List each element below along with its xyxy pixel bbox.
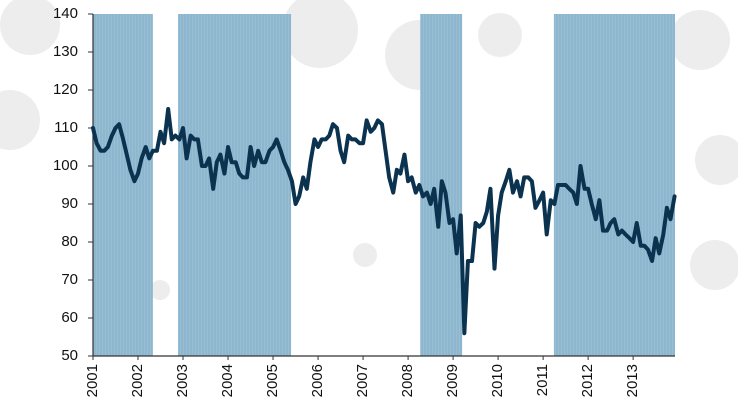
y-tick-label: 90 <box>61 195 78 212</box>
x-tick-label: 2006 <box>309 364 326 397</box>
x-tick-label: 2012 <box>579 364 596 397</box>
y-tick-label: 110 <box>54 119 78 136</box>
x-tick-label: 2002 <box>129 364 146 397</box>
y-tick-label: 140 <box>53 5 78 22</box>
shaded-region-texture <box>178 14 292 356</box>
x-tick-label: 2007 <box>354 364 371 397</box>
x-tick-label: 2005 <box>264 364 281 397</box>
x-tick-label: 2011 <box>534 364 551 396</box>
y-tick-label: 100 <box>53 157 78 174</box>
y-tick-label: 70 <box>61 271 78 288</box>
x-tick-label: 2008 <box>399 364 416 397</box>
y-tick-label: 80 <box>61 233 78 250</box>
x-tick-label: 2001 <box>84 364 101 397</box>
axes: 50 60 70 80 90 100 110 120 130 140 2001 2002 2003 200… <box>53 5 675 397</box>
x-tick-label: 2013 <box>624 364 641 397</box>
data-line <box>91 107 677 336</box>
shaded-region-texture <box>553 14 675 356</box>
y-tick-label: 50 <box>61 347 78 364</box>
shaded-regions <box>93 14 675 356</box>
y-tick-label: 130 <box>53 43 78 60</box>
shaded-region-texture <box>93 14 153 356</box>
y-tick-label: 60 <box>61 309 78 326</box>
background-decoration <box>0 0 738 300</box>
x-tick-label: 2004 <box>219 364 236 397</box>
plot <box>91 107 677 336</box>
y-tick-label: 120 <box>53 81 78 98</box>
x-tick-label: 2003 <box>174 364 191 397</box>
x-tick-label: 2009 <box>444 364 461 397</box>
x-tick-label: 2010 <box>489 364 506 397</box>
